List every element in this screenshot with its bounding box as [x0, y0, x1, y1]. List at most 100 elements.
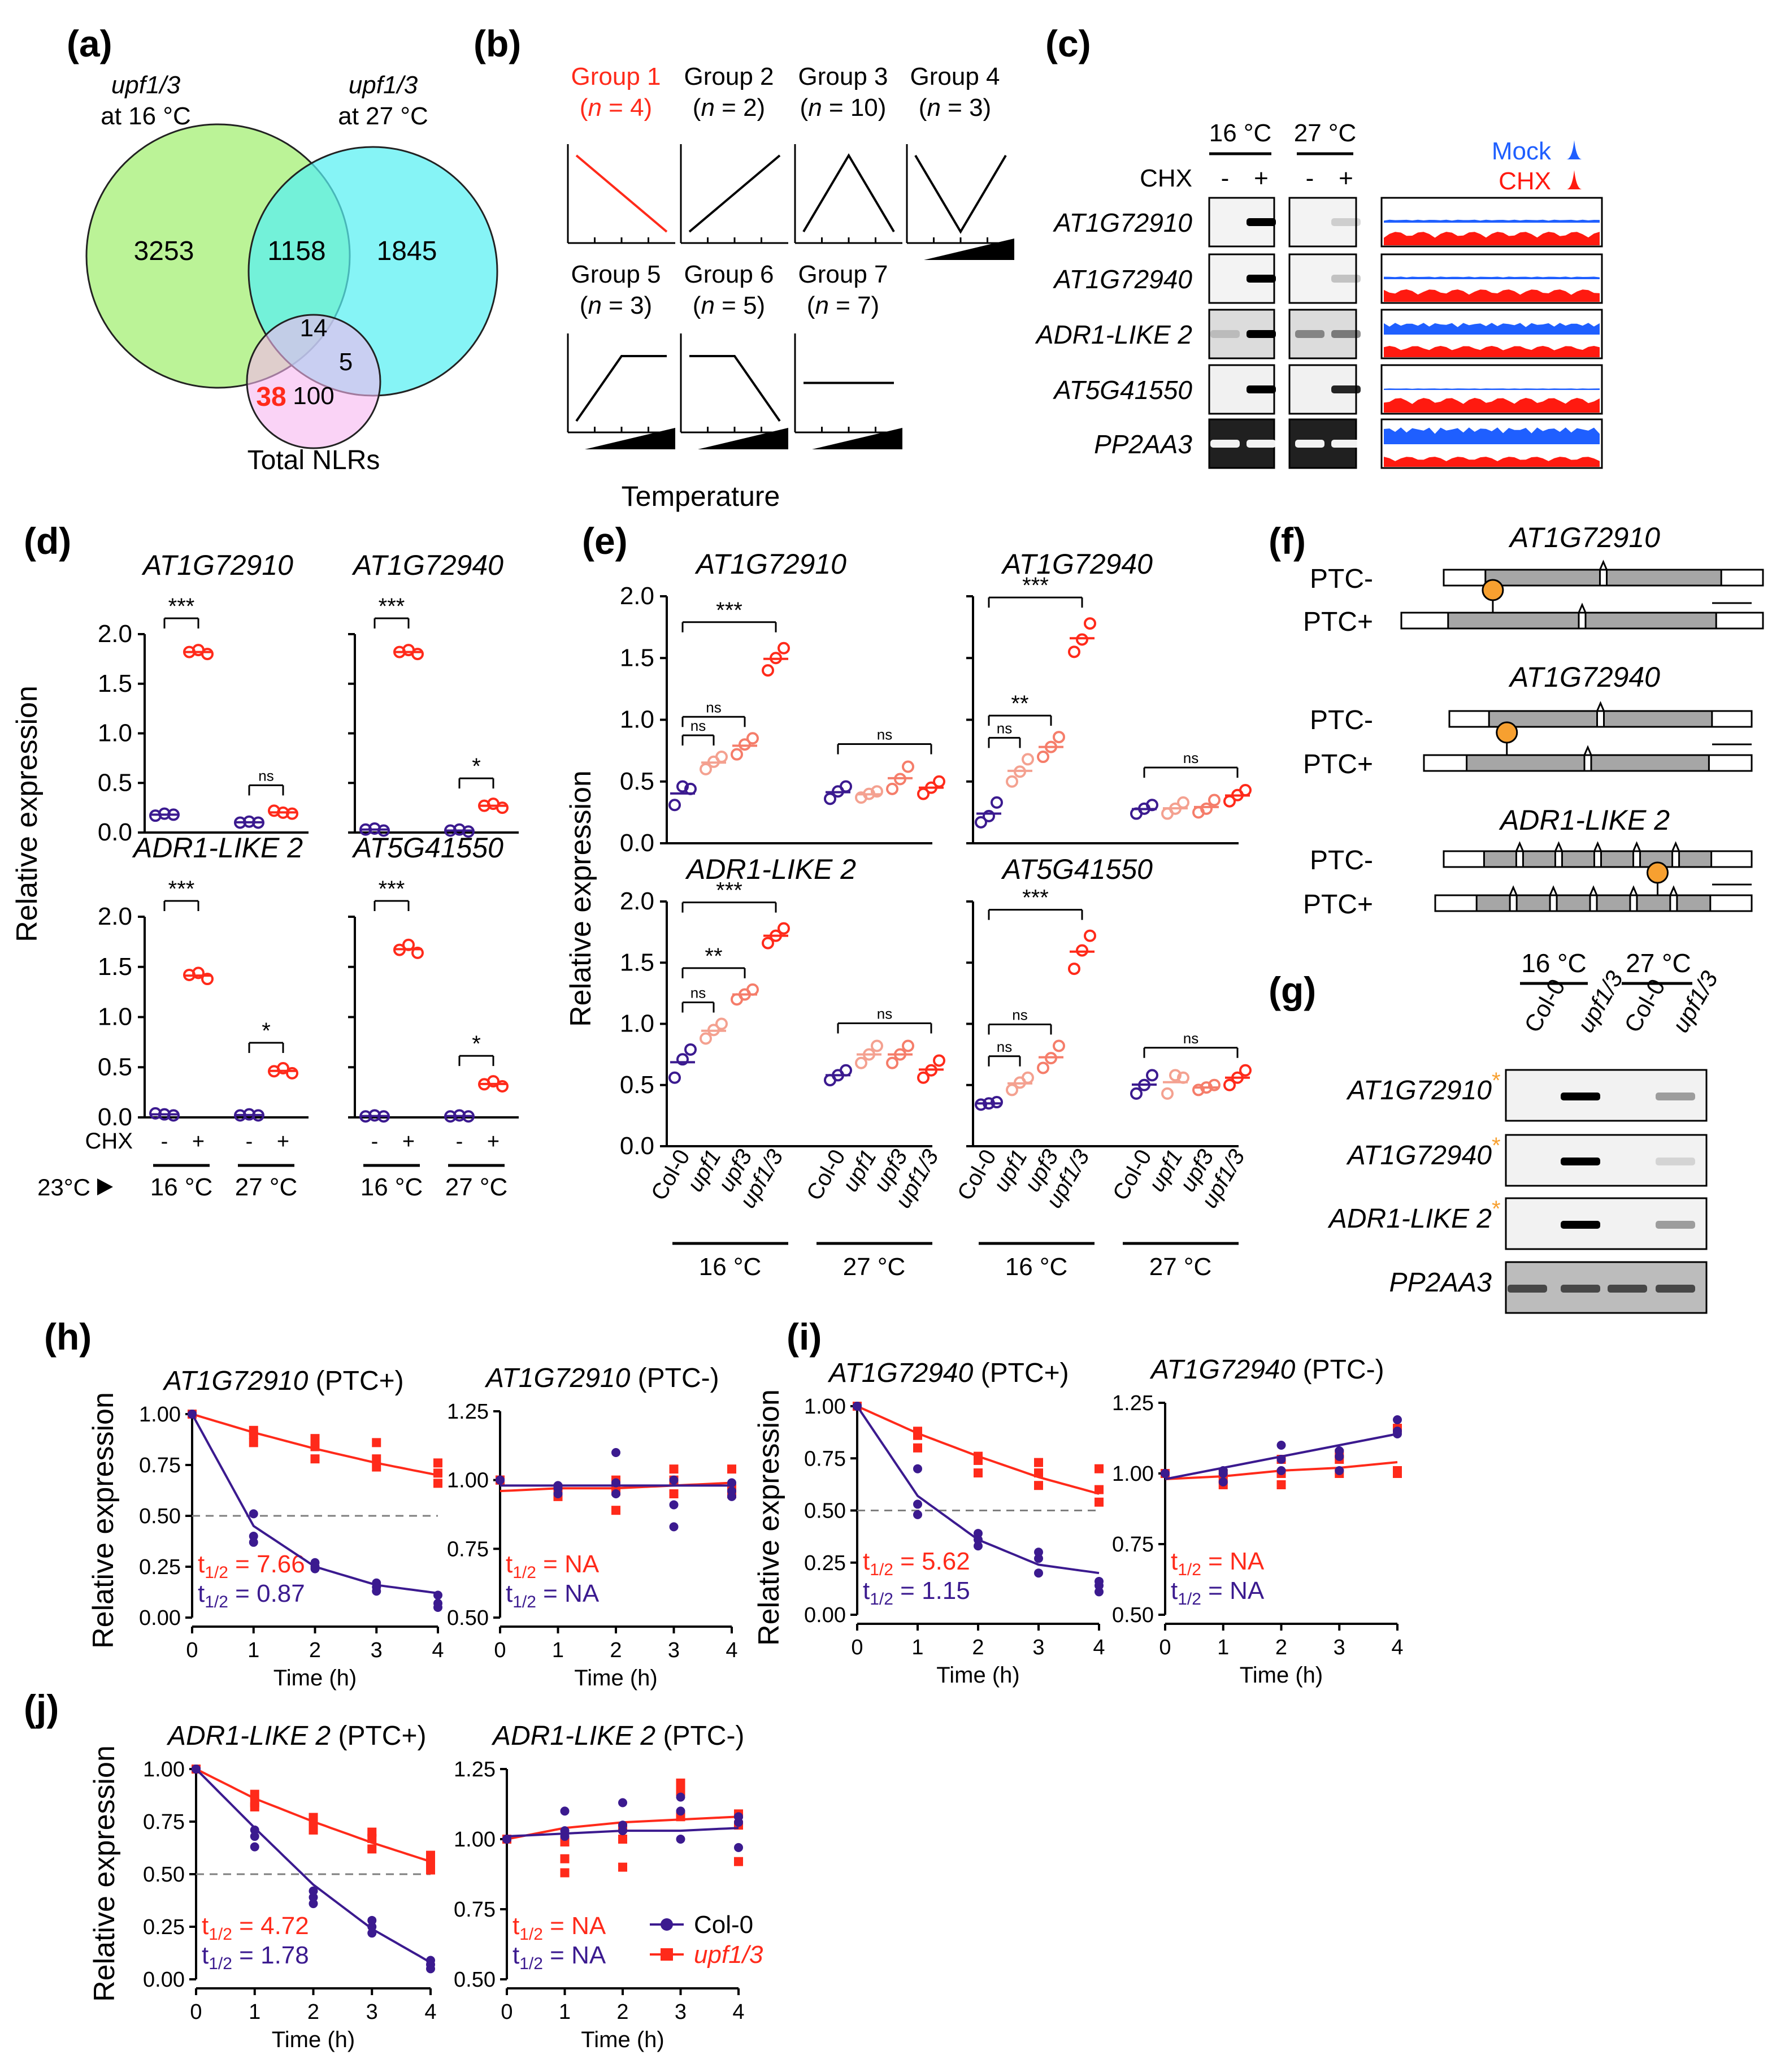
half-life-label: t1/2 = 5.62 [863, 1548, 970, 1579]
gel-g-band [1561, 1285, 1600, 1293]
gel-gene-label: PP2AA3 [1094, 430, 1192, 459]
gene-model: AT1G72910 PTC- PTC+ [1303, 522, 1764, 637]
half-life-sub: 1/2 [205, 1593, 228, 1611]
y-tick-label: 0.0 [98, 1103, 132, 1131]
decay-title: AT1G72940 (PTC-) [1149, 1355, 1384, 1385]
data-point [286, 807, 298, 820]
group-n-open: ( [580, 94, 588, 122]
half-life-label: t1/2 = 4.72 [202, 1912, 309, 1944]
y-tick-label: 0.0 [98, 818, 132, 846]
group-n-symbol: n [927, 94, 940, 122]
data-point [991, 796, 1003, 809]
data-point [975, 1098, 987, 1111]
sig-label: *** [716, 878, 742, 903]
data-point [1231, 1071, 1244, 1084]
half-life-value: = 7.66 [228, 1550, 305, 1578]
panel-c-label: (c) [1045, 23, 1091, 64]
gene-model-title: AT1G72940 [1508, 661, 1660, 693]
data-point [669, 1500, 679, 1510]
half-life-sub: 1/2 [519, 1925, 543, 1944]
data-point [707, 1024, 720, 1037]
decay-title-gene: AT1G72910 [162, 1366, 309, 1396]
data-point [700, 762, 712, 775]
intron-junction [1509, 885, 1518, 896]
data-point [1200, 1081, 1213, 1094]
x-tick-label: 4 [726, 1638, 737, 1662]
data-point [618, 1835, 627, 1844]
group-n-symbol: n [588, 292, 601, 319]
data-point [700, 1032, 712, 1045]
data-point [1218, 1469, 1228, 1478]
data-point [731, 748, 743, 761]
x-axis-label: Time (h) [581, 2027, 664, 2052]
panel-a-label: (a) [67, 23, 112, 64]
venn-set-b-temp: at 27 °C [338, 102, 428, 130]
data-point [1218, 1477, 1228, 1486]
intron-junction [1629, 885, 1638, 896]
gel-g-temp: 27 °C [1626, 948, 1691, 978]
data-point [433, 1590, 442, 1600]
data-point [192, 966, 205, 979]
group-n-open: ( [807, 292, 815, 319]
gel-g-star: * [1492, 1197, 1501, 1221]
gel-g-band [1656, 1221, 1695, 1229]
data-point [1095, 1485, 1104, 1494]
venn-set-a-name: upf1/3 [111, 71, 181, 99]
data-point [1208, 1078, 1221, 1091]
data-point [560, 1832, 570, 1841]
x-axis-label: Time (h) [272, 2027, 355, 2052]
half-life-sub: 1/2 [205, 1563, 228, 1582]
sig-label: *** [1022, 886, 1049, 911]
data-point [367, 1844, 377, 1854]
data-point [974, 1455, 983, 1465]
group-n: (n = 3) [919, 94, 991, 122]
data-point [250, 1802, 259, 1811]
data-point [277, 1062, 289, 1075]
data-point [1239, 1064, 1252, 1077]
x-tick-label: 4 [432, 1638, 444, 1662]
data-point [462, 825, 475, 838]
data-point [1177, 1071, 1189, 1084]
half-life-value: = NA [1201, 1577, 1265, 1605]
exon-box [1606, 569, 1722, 587]
gel-band [1331, 275, 1361, 283]
data-point [618, 1826, 627, 1836]
gel-gene-label: AT1G72940 [1052, 265, 1192, 294]
x-axis-label: Time (h) [273, 1666, 357, 1690]
panel-d-temp: 27 °C [445, 1173, 508, 1201]
group-trend-line [914, 154, 1007, 234]
data-point [1208, 794, 1221, 807]
data-point [1076, 633, 1088, 646]
group-trend-line [802, 153, 895, 233]
y-tick-label: 1.00 [454, 1828, 496, 1852]
decay-title-qualifier: (PTC+) [308, 1366, 403, 1396]
ptc-minus-label: PTC- [1310, 705, 1373, 735]
data-point [902, 1039, 914, 1052]
data-point [377, 824, 390, 837]
data-point [1276, 1466, 1286, 1475]
exon-box [1475, 894, 1511, 912]
gel-g-band [1608, 1285, 1647, 1293]
decay-title-gene: AT1G72940 [1149, 1355, 1296, 1385]
gel-g-gene-label: PP2AA3 [1389, 1268, 1492, 1298]
group-n: (n = 3) [580, 292, 652, 319]
x-axis-label: Time (h) [936, 1663, 1019, 1688]
temperature-wedge [585, 428, 675, 449]
y-tick-label: 2.0 [620, 582, 654, 610]
decay-title: AT1G72910 (PTC+) [162, 1366, 404, 1396]
sig-label: * [472, 754, 481, 779]
data-point [913, 1499, 922, 1509]
ptc-marker-icon [1496, 721, 1518, 744]
y-tick-label: 0.0 [620, 1132, 654, 1160]
x-tick-label: 4 [1093, 1636, 1105, 1659]
y-tick-label: 0.50 [139, 1505, 181, 1528]
data-point [676, 1778, 685, 1788]
y-tick-label: 0.75 [447, 1537, 489, 1561]
panel-e-ylabel: Relative expression [564, 770, 597, 1027]
half-life-label: t1/2 = NA [506, 1550, 600, 1582]
intron-junction [1671, 841, 1680, 852]
data-point [1045, 1052, 1057, 1065]
decay-title: ADR1-LIKE 2 (PTC-) [491, 1721, 744, 1751]
data-point [372, 1462, 381, 1472]
